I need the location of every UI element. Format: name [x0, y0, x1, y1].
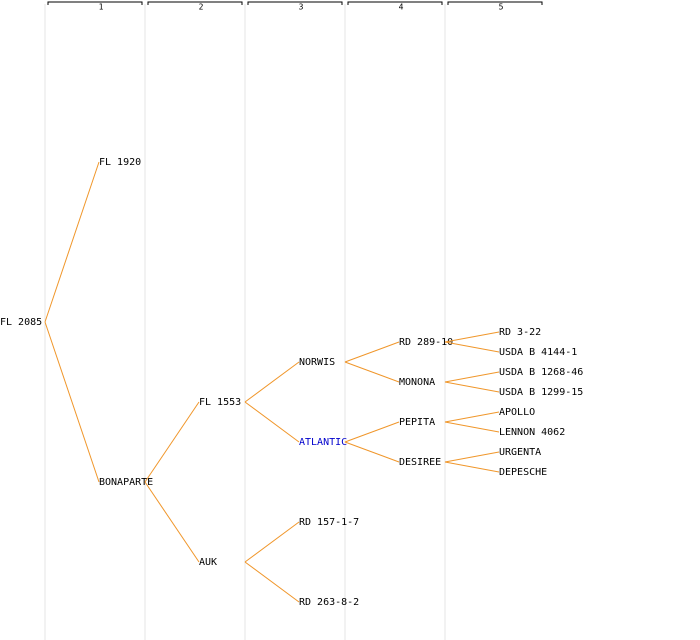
edge	[144, 481, 200, 563]
edge	[444, 451, 500, 463]
edge	[344, 361, 400, 383]
column-bracket	[147, 1, 243, 5]
edge	[444, 411, 500, 423]
node-label[interactable]: LENNON 4062	[499, 427, 565, 438]
node-label[interactable]: USDA B 1268-46	[499, 367, 583, 378]
edge	[44, 161, 100, 323]
edge	[244, 521, 300, 563]
node-label[interactable]: APOLLO	[499, 407, 535, 418]
edge	[444, 461, 500, 473]
node-label[interactable]: BONAPARTE	[99, 477, 153, 488]
edge	[444, 331, 500, 343]
column-bracket	[347, 1, 443, 5]
edge	[344, 441, 400, 463]
edge	[244, 361, 300, 403]
column-bracket	[47, 1, 143, 5]
node-label[interactable]: ATLANTIC	[299, 437, 347, 448]
column-header: 2	[199, 3, 204, 12]
edge	[444, 421, 500, 433]
node-label[interactable]: DESIREE	[399, 457, 441, 468]
node-label[interactable]: DEPESCHE	[499, 467, 547, 478]
node-label[interactable]: USDA B 4144-1	[499, 347, 577, 358]
edge	[444, 341, 500, 353]
column-bracket	[447, 1, 543, 5]
node-label[interactable]: NORWIS	[299, 357, 335, 368]
edge	[344, 421, 400, 443]
edge	[244, 401, 300, 443]
node-label[interactable]: RD 289-10	[399, 337, 453, 348]
edge	[44, 321, 100, 483]
node-label[interactable]: RD 263-8-2	[299, 597, 359, 608]
column-header: 5	[499, 3, 504, 12]
node-label[interactable]: URGENTA	[499, 447, 541, 458]
edge	[244, 561, 300, 603]
node-label[interactable]: FL 1553	[199, 397, 241, 408]
edge	[444, 371, 500, 383]
node-label[interactable]: MONONA	[399, 377, 435, 388]
edge	[444, 381, 500, 393]
node-label[interactable]: PEPITA	[399, 417, 435, 428]
node-label[interactable]: AUK	[199, 557, 217, 568]
column-header: 1	[99, 3, 104, 12]
node-label[interactable]: FL 2085	[0, 317, 42, 328]
node-label[interactable]: RD 3-22	[499, 327, 541, 338]
column-header: 3	[299, 3, 304, 12]
column-header: 4	[399, 3, 404, 12]
node-label[interactable]: FL 1920	[99, 157, 141, 168]
edge	[144, 401, 200, 483]
column-bracket	[247, 1, 343, 5]
edge	[344, 341, 400, 363]
node-label[interactable]: USDA B 1299-15	[499, 387, 583, 398]
node-label[interactable]: RD 157-1-7	[299, 517, 359, 528]
